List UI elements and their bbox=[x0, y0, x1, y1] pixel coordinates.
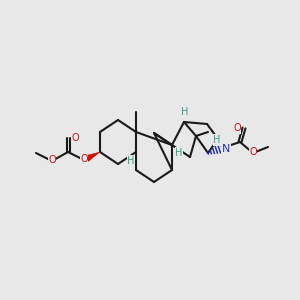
Text: H: H bbox=[127, 156, 135, 166]
Polygon shape bbox=[82, 152, 100, 164]
Text: H: H bbox=[175, 148, 183, 158]
Text: O: O bbox=[71, 133, 79, 143]
Text: H: H bbox=[213, 135, 221, 145]
Text: O: O bbox=[249, 147, 257, 157]
Text: H: H bbox=[181, 107, 189, 117]
Text: O: O bbox=[48, 155, 56, 165]
Text: N: N bbox=[222, 144, 230, 154]
Text: O: O bbox=[80, 154, 88, 164]
Text: O: O bbox=[233, 123, 241, 133]
